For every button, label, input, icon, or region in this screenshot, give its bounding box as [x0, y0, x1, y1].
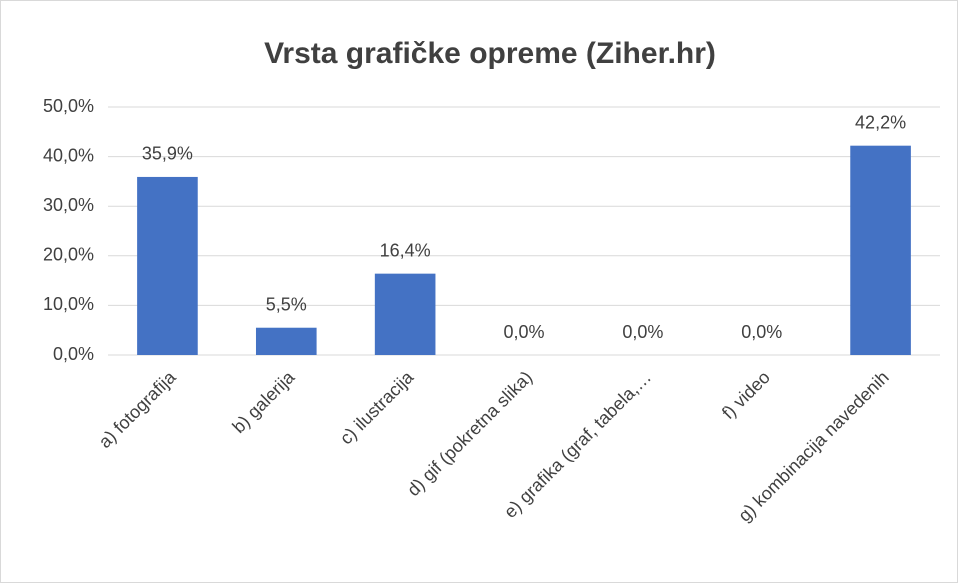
data-label: 35,9% — [142, 144, 193, 164]
bar — [374, 273, 436, 355]
data-label: 5,5% — [266, 294, 307, 314]
data-label: 16,4% — [380, 240, 431, 260]
y-tick-label: 20,0% — [43, 245, 94, 265]
bar — [137, 176, 198, 355]
y-tick-label: 0,0% — [53, 344, 94, 364]
data-label: 0,0% — [741, 322, 782, 342]
y-tick-label: 50,0% — [43, 96, 94, 116]
bar — [255, 327, 317, 355]
bar — [850, 145, 911, 355]
y-tick-label: 10,0% — [43, 294, 94, 314]
data-label: 0,0% — [503, 322, 544, 342]
chart-title: Vrsta grafičke opreme (Ziher.hr) — [264, 37, 716, 70]
y-tick-label: 40,0% — [43, 145, 94, 165]
data-label: 42,2% — [855, 112, 906, 132]
y-tick-label: 30,0% — [43, 195, 94, 215]
data-label: 0,0% — [622, 322, 663, 342]
